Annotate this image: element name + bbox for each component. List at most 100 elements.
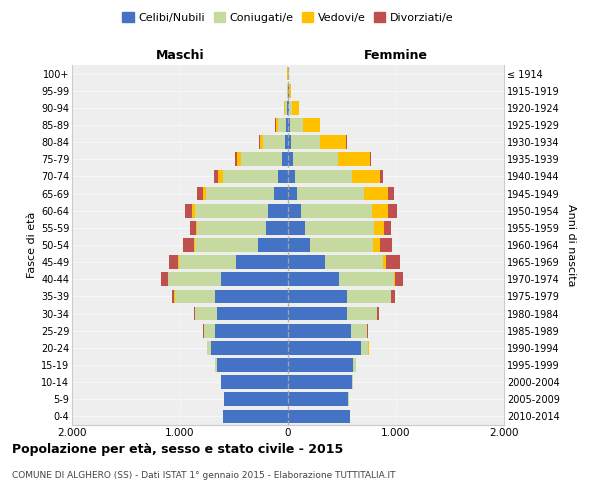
- Bar: [347, 306, 377, 320]
- Bar: [190, 221, 196, 234]
- Text: COMUNE DI ALGHERO (SS) - Dati ISTAT 1° gennaio 2015 - Elaborazione TUTTITALIA.IT: COMUNE DI ALGHERO (SS) - Dati ISTAT 1° g…: [12, 470, 395, 480]
- Bar: [301, 204, 372, 218]
- Bar: [288, 256, 325, 269]
- Bar: [288, 101, 289, 114]
- Bar: [295, 170, 352, 183]
- Y-axis label: Fasce di età: Fasce di età: [26, 212, 37, 278]
- Bar: [175, 290, 215, 304]
- Bar: [215, 290, 288, 304]
- Bar: [391, 290, 395, 304]
- Text: Femmine: Femmine: [364, 48, 428, 62]
- Bar: [211, 341, 288, 354]
- Bar: [290, 136, 320, 149]
- Bar: [364, 186, 388, 200]
- Bar: [194, 238, 195, 252]
- Bar: [207, 341, 211, 354]
- Bar: [221, 272, 288, 286]
- Bar: [284, 101, 285, 114]
- Bar: [194, 204, 268, 218]
- Bar: [288, 238, 310, 252]
- Bar: [288, 410, 350, 424]
- Bar: [258, 238, 288, 252]
- Bar: [221, 376, 288, 389]
- Bar: [293, 152, 338, 166]
- Bar: [380, 170, 383, 183]
- Bar: [377, 306, 379, 320]
- Bar: [197, 221, 266, 234]
- Bar: [285, 101, 287, 114]
- Bar: [197, 186, 203, 200]
- Bar: [361, 341, 368, 354]
- Bar: [290, 118, 302, 132]
- Bar: [367, 324, 368, 338]
- Bar: [305, 221, 374, 234]
- Bar: [350, 324, 367, 338]
- Bar: [217, 358, 288, 372]
- Bar: [236, 152, 241, 166]
- Bar: [194, 306, 195, 320]
- Bar: [353, 358, 355, 372]
- Bar: [218, 170, 223, 183]
- Bar: [287, 101, 288, 114]
- Bar: [278, 170, 288, 183]
- Bar: [383, 221, 391, 234]
- Bar: [372, 204, 388, 218]
- Bar: [282, 152, 288, 166]
- Bar: [292, 101, 299, 114]
- Text: Popolazione per età, sesso e stato civile - 2015: Popolazione per età, sesso e stato civil…: [12, 442, 343, 456]
- Bar: [347, 290, 391, 304]
- Bar: [286, 118, 288, 132]
- Text: Maschi: Maschi: [155, 48, 205, 62]
- Bar: [185, 204, 193, 218]
- Bar: [168, 272, 221, 286]
- Bar: [268, 204, 288, 218]
- Bar: [288, 272, 339, 286]
- Bar: [241, 152, 282, 166]
- Bar: [288, 186, 297, 200]
- Bar: [394, 272, 395, 286]
- Bar: [288, 136, 290, 149]
- Bar: [203, 186, 206, 200]
- Bar: [288, 306, 347, 320]
- Bar: [217, 306, 288, 320]
- Bar: [223, 410, 288, 424]
- Bar: [278, 118, 286, 132]
- Bar: [215, 358, 217, 372]
- Bar: [235, 152, 236, 166]
- Bar: [325, 256, 383, 269]
- Bar: [388, 186, 394, 200]
- Bar: [223, 170, 278, 183]
- Bar: [196, 221, 197, 234]
- Y-axis label: Anni di nascita: Anni di nascita: [566, 204, 577, 286]
- Bar: [161, 272, 168, 286]
- Bar: [215, 324, 288, 338]
- Bar: [169, 256, 178, 269]
- Bar: [236, 256, 288, 269]
- Bar: [288, 290, 347, 304]
- Bar: [352, 170, 380, 183]
- Bar: [288, 118, 290, 132]
- Bar: [288, 324, 350, 338]
- Bar: [373, 238, 380, 252]
- Bar: [260, 136, 263, 149]
- Bar: [395, 272, 403, 286]
- Bar: [380, 238, 392, 252]
- Bar: [172, 290, 175, 304]
- Bar: [224, 392, 288, 406]
- Bar: [302, 118, 320, 132]
- Bar: [266, 221, 288, 234]
- Bar: [195, 306, 217, 320]
- Bar: [352, 376, 353, 389]
- Bar: [338, 152, 370, 166]
- Bar: [310, 238, 373, 252]
- Bar: [297, 186, 364, 200]
- Bar: [195, 238, 258, 252]
- Bar: [275, 118, 278, 132]
- Bar: [179, 256, 236, 269]
- Bar: [288, 376, 352, 389]
- Bar: [388, 204, 397, 218]
- Bar: [339, 272, 394, 286]
- Bar: [183, 238, 194, 252]
- Bar: [346, 136, 347, 149]
- Bar: [288, 358, 353, 372]
